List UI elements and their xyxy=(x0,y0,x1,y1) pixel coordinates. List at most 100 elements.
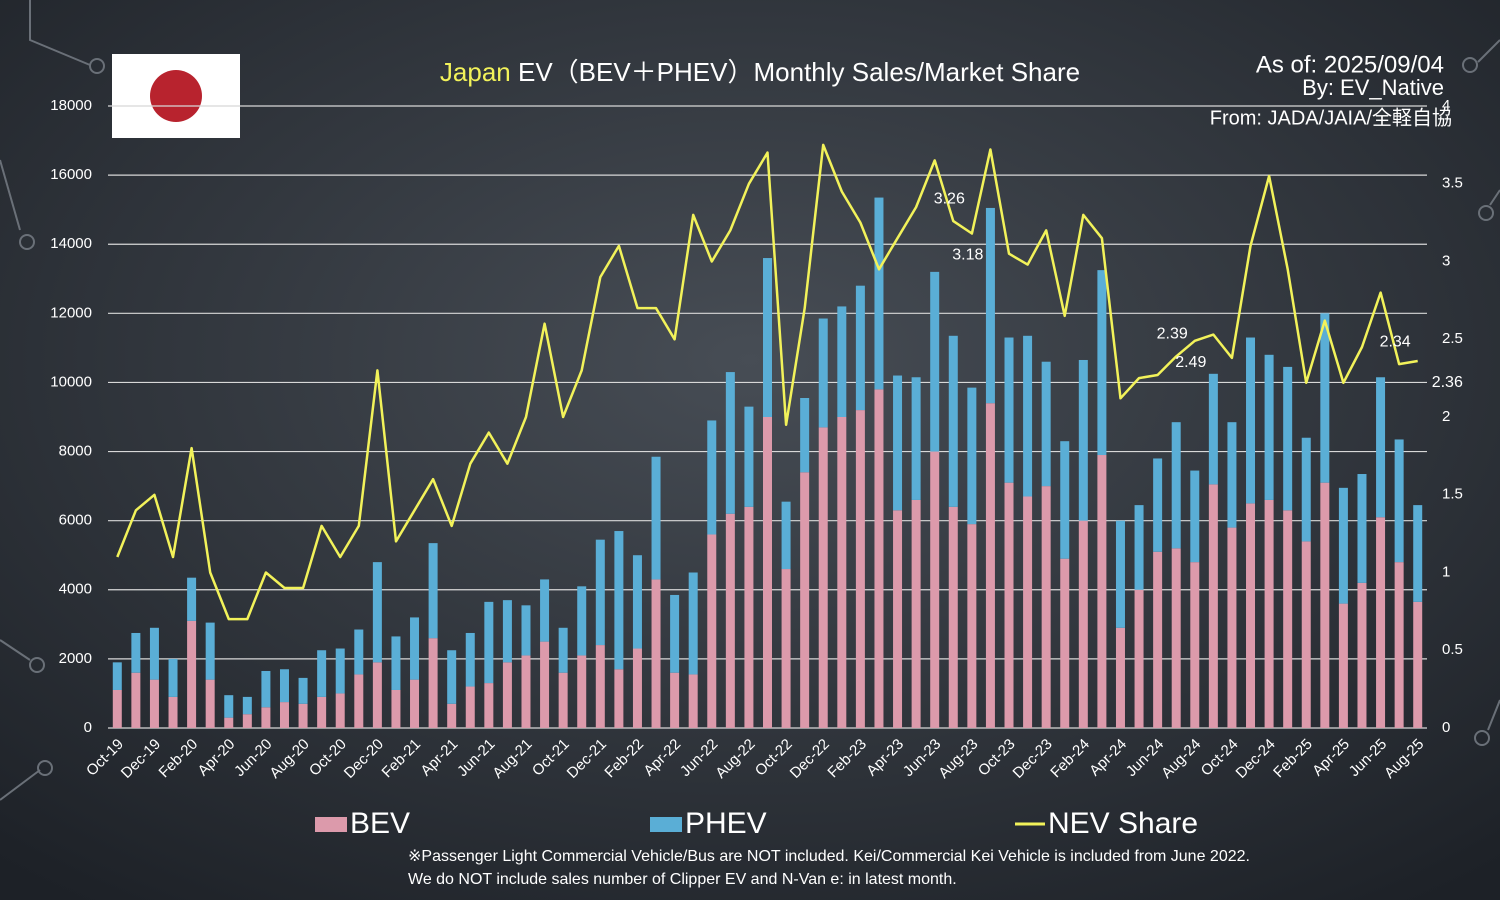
bar xyxy=(298,677,308,704)
bar xyxy=(1004,482,1014,728)
bar xyxy=(558,672,568,728)
bar xyxy=(855,410,865,728)
bar xyxy=(1227,422,1237,528)
title-part: Japan xyxy=(440,57,511,87)
bar xyxy=(744,406,754,507)
bar xyxy=(911,499,921,728)
bar xyxy=(1208,373,1218,485)
bar xyxy=(707,420,717,535)
legend-label: NEV Share xyxy=(1048,807,1198,840)
bar xyxy=(1301,541,1311,728)
bar xyxy=(818,427,828,728)
bar xyxy=(1078,359,1088,521)
bar xyxy=(372,662,382,728)
bar xyxy=(577,655,587,728)
bar xyxy=(930,451,940,728)
bar xyxy=(1115,520,1125,628)
bar xyxy=(688,572,698,675)
bar xyxy=(1227,527,1237,728)
bar xyxy=(1134,505,1144,590)
bar xyxy=(595,539,605,646)
bar xyxy=(1153,458,1163,552)
data-label: 2.39 xyxy=(1157,326,1188,343)
bar xyxy=(967,387,977,525)
bar xyxy=(187,577,197,621)
bar xyxy=(484,683,494,728)
circuit-decoration xyxy=(0,0,1500,801)
bar xyxy=(465,686,475,728)
bar xyxy=(391,689,401,728)
bar xyxy=(948,506,958,728)
bar xyxy=(317,650,327,697)
legend-swatch xyxy=(315,817,347,832)
bar xyxy=(1041,361,1051,487)
bar xyxy=(1190,470,1200,563)
line xyxy=(116,143,1418,621)
bar xyxy=(595,645,605,728)
data-label: 3.26 xyxy=(934,190,965,207)
bar xyxy=(112,689,122,728)
y-tick-label: 14000 xyxy=(50,235,92,252)
bar xyxy=(168,696,178,728)
bar xyxy=(818,318,828,428)
legend-swatch xyxy=(650,817,682,832)
bar xyxy=(354,629,364,675)
bar xyxy=(1041,486,1051,728)
info: From: JADA/JAIA/全軽自協 xyxy=(1210,106,1452,129)
bar xyxy=(1264,354,1274,500)
bar xyxy=(317,696,327,728)
y-tick-label: 10000 xyxy=(50,373,92,390)
bar xyxy=(224,717,234,728)
y-tick-label: 8000 xyxy=(59,443,92,460)
bar xyxy=(632,555,642,649)
bar xyxy=(540,641,550,728)
bar xyxy=(465,632,475,687)
bar xyxy=(837,306,847,417)
bar xyxy=(1320,482,1330,728)
bar xyxy=(1413,601,1423,728)
bar xyxy=(410,679,420,728)
bar xyxy=(279,702,289,728)
bar xyxy=(967,524,977,728)
bar xyxy=(781,569,791,728)
bar xyxy=(149,679,159,728)
bar xyxy=(372,562,382,663)
bar xyxy=(261,707,271,728)
bar xyxy=(1078,520,1088,728)
bar xyxy=(1190,562,1200,728)
bar xyxy=(1246,503,1256,728)
y2-tick-label: 1.5 xyxy=(1442,486,1463,503)
bar xyxy=(893,375,903,511)
y-tick-label: 6000 xyxy=(59,512,92,529)
bar xyxy=(1004,337,1014,483)
chart-title: Japan EV（BEV＋PHEV）Monthly Sales/Market S… xyxy=(440,57,1080,87)
bar xyxy=(558,627,568,673)
bar xyxy=(335,693,345,728)
bar xyxy=(205,622,215,680)
bar xyxy=(447,703,457,728)
bar xyxy=(1023,335,1033,497)
bar xyxy=(335,648,345,694)
bar xyxy=(800,397,810,473)
bar xyxy=(1097,270,1107,456)
bar xyxy=(1338,603,1348,728)
bar xyxy=(651,579,661,728)
bar xyxy=(502,662,512,728)
bar xyxy=(1301,437,1311,542)
bar xyxy=(632,648,642,728)
bar xyxy=(763,258,772,417)
bar xyxy=(930,271,940,452)
bar xyxy=(1394,562,1404,728)
bar xyxy=(540,579,550,642)
bar xyxy=(1283,510,1293,728)
y2-tick-label: 3.5 xyxy=(1442,175,1463,192)
footnote: We do NOT include sales number of Clippe… xyxy=(408,871,957,888)
bar xyxy=(1097,455,1107,728)
bar xyxy=(428,543,438,639)
bar xyxy=(224,695,234,718)
bar xyxy=(410,617,420,680)
bar xyxy=(131,632,141,673)
bar xyxy=(168,658,178,697)
bar xyxy=(763,417,772,728)
